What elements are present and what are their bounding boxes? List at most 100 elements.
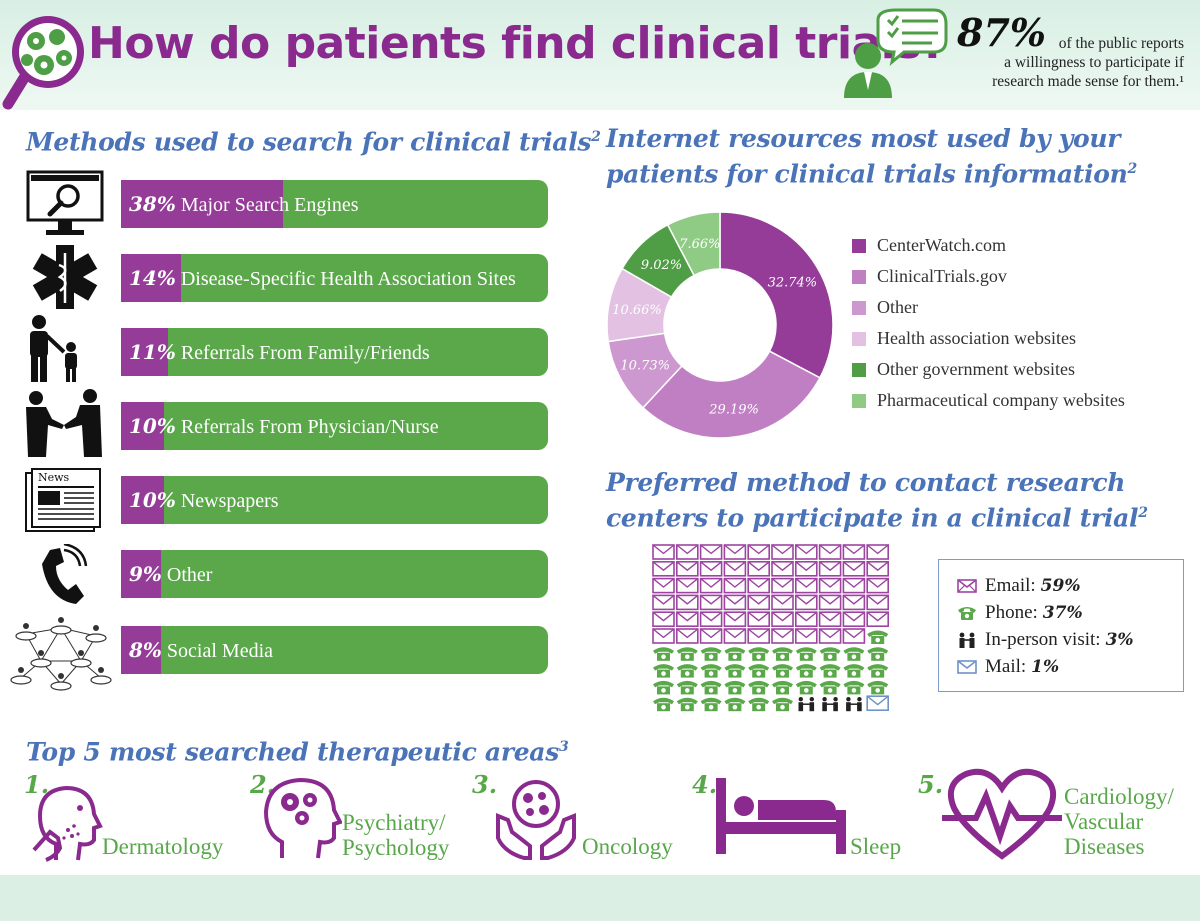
waffle-phone-cell <box>724 697 746 712</box>
contact-heading-line1: Preferred method to contact research <box>606 468 1126 497</box>
waffle-email-cell <box>747 628 770 644</box>
contact-legend: Email: 59% Phone: 37% In-person visit: 3% M… <box>938 559 1184 692</box>
areas-heading-ref: 3 <box>558 739 569 755</box>
area-label-line: Psychiatry/ <box>342 810 446 835</box>
waffle-phone-cell <box>867 680 889 695</box>
waffle-email-cell <box>675 560 699 577</box>
method-percent: 14% <box>129 266 176 290</box>
magnifier-cells-icon <box>2 16 84 110</box>
waffle-email-cell <box>842 611 866 627</box>
method-label: Social Media <box>166 640 274 662</box>
waffle-email-cell <box>842 577 866 594</box>
contact-label: In-person visit: <box>985 628 1101 650</box>
waffle-email-cell <box>723 560 747 577</box>
area-label-line: Vascular <box>1064 809 1144 834</box>
area-number: 5. <box>918 770 944 799</box>
waffle-email-cell <box>866 560 889 577</box>
waffle-email-cell <box>723 611 747 627</box>
waffle-mail-cell <box>866 695 889 711</box>
contact-label: Phone: <box>985 601 1038 623</box>
waffle-email-cell <box>866 594 889 611</box>
waffle-phone-cell <box>795 664 817 678</box>
willingness-stat: 87% <box>957 10 1046 55</box>
waffle-email-cell <box>723 594 747 611</box>
contact-heading-line2: centers to participate in a clinical tri… <box>606 503 1139 533</box>
waffle-phone-cell <box>676 664 698 678</box>
waffle-email-cell <box>675 577 699 594</box>
legend-swatch <box>852 331 866 346</box>
area-label: Dermatology <box>102 834 223 859</box>
donut-slice <box>666 211 721 277</box>
method-label: Disease-Specific Health Association Site… <box>180 268 516 290</box>
area-label-line: Oncology <box>582 834 673 859</box>
area-label-line: Psychology <box>342 835 450 860</box>
method-percent: 11% <box>129 340 176 364</box>
waffle-phone-cell <box>653 647 674 661</box>
legend-item: Other <box>852 292 1125 323</box>
waffle-phone-cell <box>748 680 770 695</box>
waffle-email-cell <box>795 628 818 644</box>
waffle-phone-cell <box>700 647 722 661</box>
legend-swatch <box>852 362 866 377</box>
method-bar-row: 10% Referrals From Physician/Nurse <box>121 402 548 450</box>
method-bar-label: 11% Referrals From Family/Friends <box>129 328 430 376</box>
method-bar-fill <box>121 550 161 598</box>
donut-value-label: 7.66% <box>679 237 720 252</box>
waffle-phone-cell <box>819 680 841 695</box>
waffle-email-cell <box>771 560 794 577</box>
waffle-phone-cell <box>653 697 674 712</box>
area-number: 1. <box>24 770 50 799</box>
method-percent: 8% <box>129 638 162 662</box>
legend-swatch <box>852 238 866 253</box>
method-bar-row: 14% Disease-Specific Health Association S… <box>121 254 548 302</box>
waffle-email-cell <box>747 594 770 611</box>
areas-heading: Top 5 most searched therapeutic areas3 <box>26 732 569 767</box>
waffle-phone-cell <box>867 664 889 678</box>
contact-heading: Preferred method to contact research cen… <box>606 468 1148 533</box>
internet-donut-chart: 32.74% 29.19% 10.73% 10.66% 9.02% 7.66% <box>606 211 834 439</box>
method-label: Newspapers <box>180 490 279 512</box>
donut-value-label: 32.74% <box>768 275 818 290</box>
legend-item: Health association websites <box>852 323 1125 354</box>
head-gears-icon <box>263 777 342 859</box>
contact-label: Email: <box>985 574 1036 596</box>
waffle-phone-cell <box>772 647 793 661</box>
waffle-email-cell <box>842 544 866 560</box>
waffle-email-cell <box>699 544 723 560</box>
method-bar-label: 9% Other <box>129 550 212 598</box>
donut-value-label: 29.19% <box>708 402 759 417</box>
area-label: Cardiology/ Vascular Diseases <box>1064 784 1174 859</box>
willingness-text-line: research made sense for them.¹ <box>992 73 1184 90</box>
area-number: 3. <box>472 770 498 799</box>
legend-swatch <box>852 300 866 315</box>
contact-item-email: Email: 59% <box>957 572 1183 599</box>
donut-slice <box>641 350 821 439</box>
method-bar-row: 11% Referrals From Family/Friends <box>121 328 548 376</box>
willingness-text: of the public reports a willingness to p… <box>958 34 1184 91</box>
waffle-email-cell <box>842 560 866 577</box>
waffle-email-cell <box>747 544 770 560</box>
method-bar-label: 14% Disease-Specific Health Association S… <box>129 254 516 302</box>
waffle-email-cell <box>699 594 723 611</box>
speech-person-icon <box>844 8 948 98</box>
legend-label: Other government websites <box>877 359 1075 379</box>
internet-heading: Internet resources most used by your pat… <box>606 124 1137 189</box>
waffle-email-cell <box>675 594 699 611</box>
waffle-email-cell <box>795 611 818 627</box>
waffle-phone-cell <box>700 680 722 695</box>
donut-value-label: 9.02% <box>641 258 682 273</box>
method-label: Other <box>166 564 213 586</box>
methods-heading: Methods used to search for clinical tria… <box>26 122 601 157</box>
waffle-in-person-cell <box>822 697 838 712</box>
area-number: 4. <box>692 770 718 799</box>
legend-swatch <box>852 269 866 284</box>
area-label: Sleep <box>850 834 901 859</box>
waffle-email-cell <box>699 560 723 577</box>
legend-item: Other government websites <box>852 354 1125 385</box>
internet-heading-line2: patients for clinical trials information <box>606 159 1128 189</box>
method-bar-row: 8% Social Media <box>121 626 548 674</box>
legend-label: Health association websites <box>877 328 1076 348</box>
method-bar-label: 8% Social Media <box>129 626 273 674</box>
legend-item: CenterWatch.com <box>852 230 1125 261</box>
social-network-icon <box>10 617 112 691</box>
